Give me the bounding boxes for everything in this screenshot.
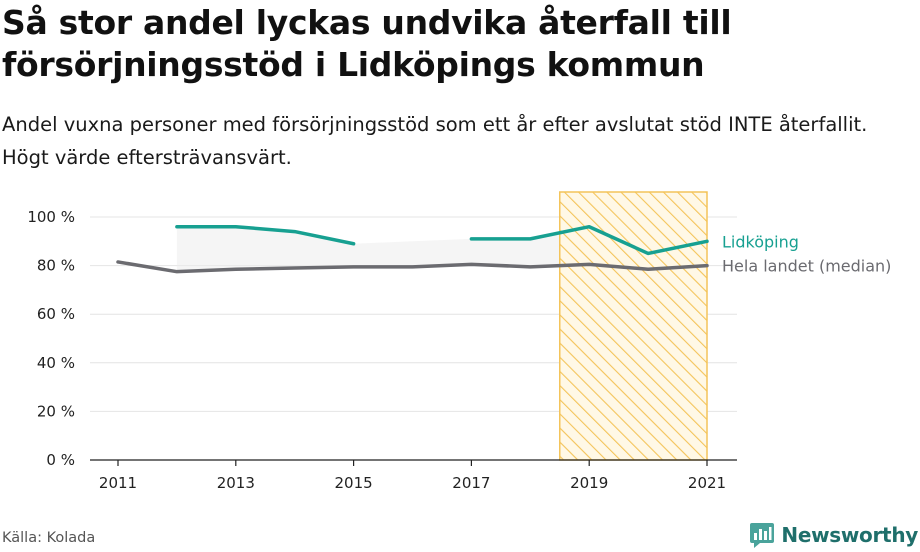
y-tick-label: 40 % — [37, 354, 75, 372]
y-tick-label: 80 % — [37, 257, 75, 275]
x-tick-label: 2013 — [217, 474, 255, 492]
highlight-region — [559, 191, 708, 461]
y-tick-label: 60 % — [37, 305, 75, 323]
y-tick-label: 0 % — [46, 451, 75, 469]
highlight-hatched-rect — [559, 191, 708, 461]
series — [116, 224, 709, 274]
brand-logo: Newsworthy — [749, 520, 918, 550]
chart-title: Så stor andel lyckas undvika återfall ti… — [2, 3, 732, 84]
newsworthy-logo-icon — [750, 523, 775, 548]
source-note: Källa: Kolada — [2, 530, 96, 546]
series-line-lidkoping — [469, 224, 709, 256]
brand-name: Newsworthy — [781, 523, 918, 547]
legend-label-median: Hela landet (median) — [722, 257, 891, 276]
chart-subtitle: Andel vuxna personer med försörjningsstö… — [2, 113, 868, 169]
series-line-median — [116, 260, 709, 274]
line-chart: 0 % 20 % 40 % 60 % 80 % 100 % 2011 2013 2015 2017… — [27, 191, 891, 492]
x-tick-label: 2021 — [688, 474, 726, 492]
x-tick-label: 2015 — [335, 474, 373, 492]
series-line-lidkoping — [175, 224, 356, 246]
x-tick-label: 2011 — [99, 474, 137, 492]
y-tick-label: 20 % — [37, 402, 75, 420]
x-tick-label: 2017 — [452, 474, 490, 492]
x-tick-label: 2019 — [570, 474, 608, 492]
y-tick-label: 100 % — [27, 208, 75, 226]
legend: Lidköping Hela landet (median) — [722, 232, 891, 275]
legend-label-lidkoping: Lidköping — [722, 232, 799, 251]
axes: 0 % 20 % 40 % 60 % 80 % 100 % 2011 2013 2015 2017… — [27, 208, 737, 492]
